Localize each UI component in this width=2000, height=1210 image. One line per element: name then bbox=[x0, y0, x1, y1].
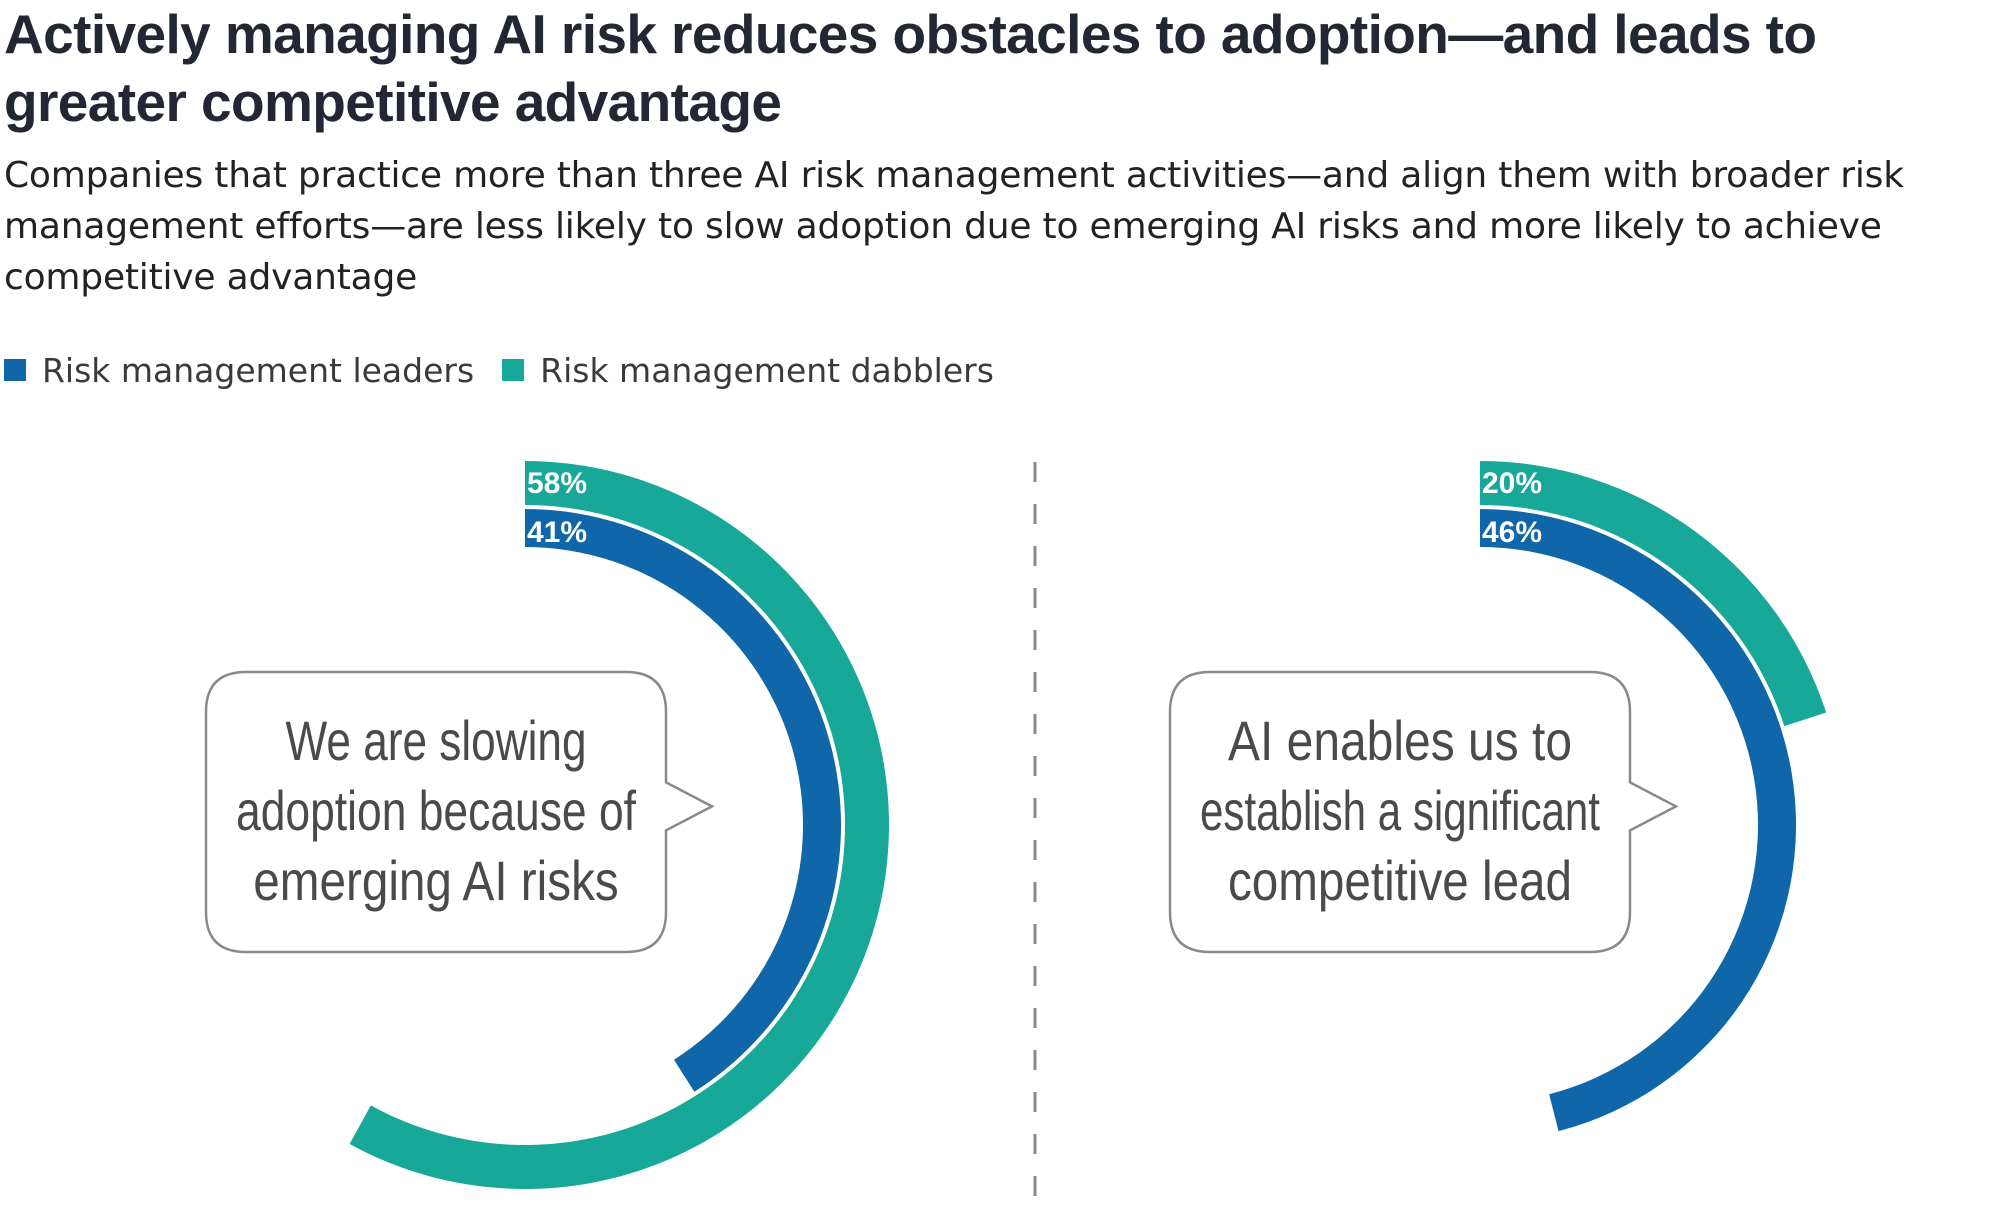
legend-swatch-dabblers bbox=[502, 359, 525, 381]
chart-title: Actively managing AI risk reduces obstac… bbox=[4, 3, 1817, 133]
chart2-callout-line-1: AI enables us to bbox=[1228, 709, 1572, 772]
legend-item-leaders: Risk management leaders bbox=[4, 351, 474, 390]
chart1-callout-bubble bbox=[204, 670, 715, 954]
chart2-leaders-arc bbox=[1480, 509, 1796, 1132]
legend-label-leaders: Risk management leaders bbox=[42, 350, 475, 390]
chart1-leaders-arc bbox=[525, 509, 842, 1092]
chart1-callout-line-2: adoption because of bbox=[236, 779, 636, 842]
chart2-dabblers-value-label: 20% bbox=[1482, 467, 1542, 500]
chart2-dabblers-arc bbox=[1480, 461, 1827, 727]
chart1-dabblers-value-label: 58% bbox=[527, 467, 587, 500]
chart1-leaders-value-label: 41% bbox=[527, 516, 587, 549]
chart2-leaders-value-label: 46% bbox=[1482, 516, 1542, 549]
legend-item-dabblers: Risk management dabblers bbox=[502, 351, 994, 390]
chart-subtitle: Companies that practice more than three … bbox=[4, 155, 1904, 298]
chart2-callout-line-2: establish a significant bbox=[1200, 779, 1600, 842]
legend: Risk management leaders Risk management … bbox=[4, 348, 1022, 392]
chart1-callout-line-1: We are slowing bbox=[286, 709, 587, 772]
chart2-callout-bubble bbox=[1168, 670, 1679, 954]
legend-swatch-leaders bbox=[4, 359, 26, 381]
legend-label-dabblers: Risk management dabblers bbox=[540, 350, 994, 390]
chart2-callout-line-3: competitive lead bbox=[1228, 849, 1572, 912]
chart1-callout-line-3: emerging AI risks bbox=[253, 849, 619, 912]
